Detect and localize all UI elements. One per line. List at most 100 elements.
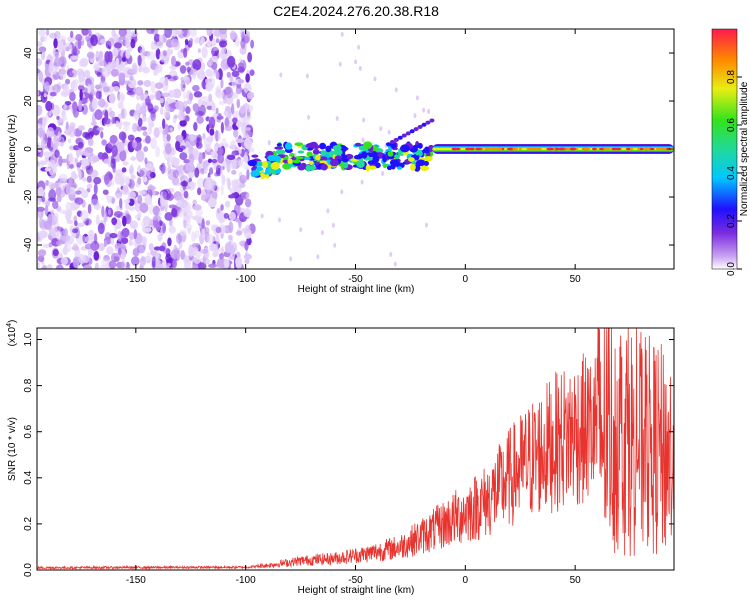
heatmap-cell (220, 247, 224, 254)
heatmap-cell (582, 147, 591, 151)
heatmap-cell (189, 68, 198, 76)
heatmap-cell (183, 219, 187, 229)
heatmap-cell (86, 51, 95, 59)
heatmap-cell (237, 66, 245, 73)
heatmap-cell (260, 213, 264, 219)
heatmap-cell (179, 152, 188, 161)
snr-xtick-label-0: -150 (126, 575, 146, 586)
heatmap-cell (333, 242, 337, 248)
heatmap-cell (164, 29, 173, 38)
heatmap-cell (381, 170, 385, 176)
heatmap-cell (50, 228, 60, 239)
heatmap-cell (197, 177, 205, 189)
heatmap-cell (87, 247, 93, 258)
heatmap-cell (246, 91, 255, 99)
heatmap-cell (342, 160, 349, 169)
heatmap-cell (223, 110, 229, 116)
heatmap-cell (63, 103, 67, 110)
heatmap-cell (162, 130, 166, 142)
heatmap-cell (120, 237, 129, 245)
heatmap-cell (603, 147, 607, 151)
heatmap-cell (303, 156, 311, 161)
heatmap-cell (122, 184, 129, 193)
heatmap-cell (61, 158, 68, 163)
heatmap-cell (332, 145, 342, 151)
heatmap-cell (175, 196, 185, 202)
heatmap-cell (117, 230, 122, 242)
snr-y-label: SNR (10 * v/v) (7, 417, 18, 481)
heatmap-cell (72, 101, 78, 112)
heatmap-cell (385, 142, 391, 147)
heatmap-cell (315, 154, 321, 161)
heatmap-cell (325, 145, 332, 153)
heatmap-cell (196, 137, 201, 143)
heatmap-cell (157, 233, 163, 242)
heatmap-cell (69, 186, 76, 195)
snr-ytick-label-0: 0.0 (23, 563, 34, 577)
heatmap-cell (71, 173, 79, 180)
heatmap-cell (60, 257, 69, 266)
heatmap-cell (37, 69, 41, 74)
heatmap-cell (185, 61, 190, 66)
heatmap-cell (429, 118, 435, 123)
heatmap-cell (115, 205, 121, 211)
heatmap-cell (333, 149, 343, 156)
heatmap-cell (357, 44, 361, 50)
heatmap-cell (393, 137, 399, 142)
heatmap-cell (48, 163, 55, 176)
heatmap-cell (132, 139, 137, 149)
heatmap-cell (228, 211, 236, 221)
heatmap-cell (211, 158, 218, 164)
heatmap-cell (104, 50, 111, 63)
heatmap-cell (393, 261, 397, 267)
heatmap-cell (118, 131, 127, 141)
heatmap-cell (394, 87, 398, 93)
heatmap-cell (155, 145, 160, 158)
heatmap-cell (91, 156, 100, 163)
heatmap-cell (241, 227, 250, 234)
heatmap-cell (211, 102, 216, 112)
heatmap-cell (69, 91, 76, 102)
heatmap-cell (219, 29, 227, 35)
heatmap-cell (247, 51, 253, 63)
heatmap-cell (100, 38, 107, 44)
heatmap-cell (87, 137, 94, 147)
heatmap-cell (501, 147, 505, 151)
heatmap-cell (148, 123, 152, 135)
heatmap-cell (308, 165, 317, 171)
heatmap-cell (513, 147, 518, 151)
heatmap-cell (108, 260, 117, 269)
snr-series-line (37, 328, 674, 570)
heatmap-cell (242, 122, 246, 128)
heatmap-cell (279, 72, 283, 78)
heatmap-cell (270, 161, 280, 170)
heatmap-cell (67, 72, 74, 77)
colorbar-tick-label-4: 0.8 (726, 70, 737, 84)
heatmap-cell (179, 229, 187, 237)
heatmap-cell (169, 127, 174, 132)
heatmap-cell (401, 133, 407, 138)
heatmap-cell (172, 169, 179, 179)
heatmap-cell (133, 229, 138, 240)
heatmap-cell (210, 151, 217, 156)
heatmap-cell (58, 173, 68, 182)
heatmap-cell (59, 117, 65, 123)
heatmap-cell (204, 168, 208, 174)
heatmap-cell (180, 80, 186, 92)
heatmap-cell (173, 114, 178, 119)
snr-x-label: Height of straight line (km) (298, 585, 415, 596)
heatmap-cell (104, 232, 112, 240)
heatmap-cell (118, 35, 126, 40)
heatmap-cell (259, 173, 266, 180)
heatmap-cell (172, 259, 177, 269)
heatmap-cell (175, 30, 184, 35)
heatmap-cell (361, 151, 368, 159)
spec-ytick-label-4: 40 (23, 47, 34, 59)
heatmap-cell (42, 120, 46, 131)
heatmap-cell (52, 200, 59, 210)
heatmap-cell (139, 167, 148, 178)
heatmap-cell (199, 95, 209, 102)
heatmap-cell (208, 93, 213, 102)
heatmap-cell (307, 114, 311, 120)
heatmap-cell (244, 258, 250, 264)
